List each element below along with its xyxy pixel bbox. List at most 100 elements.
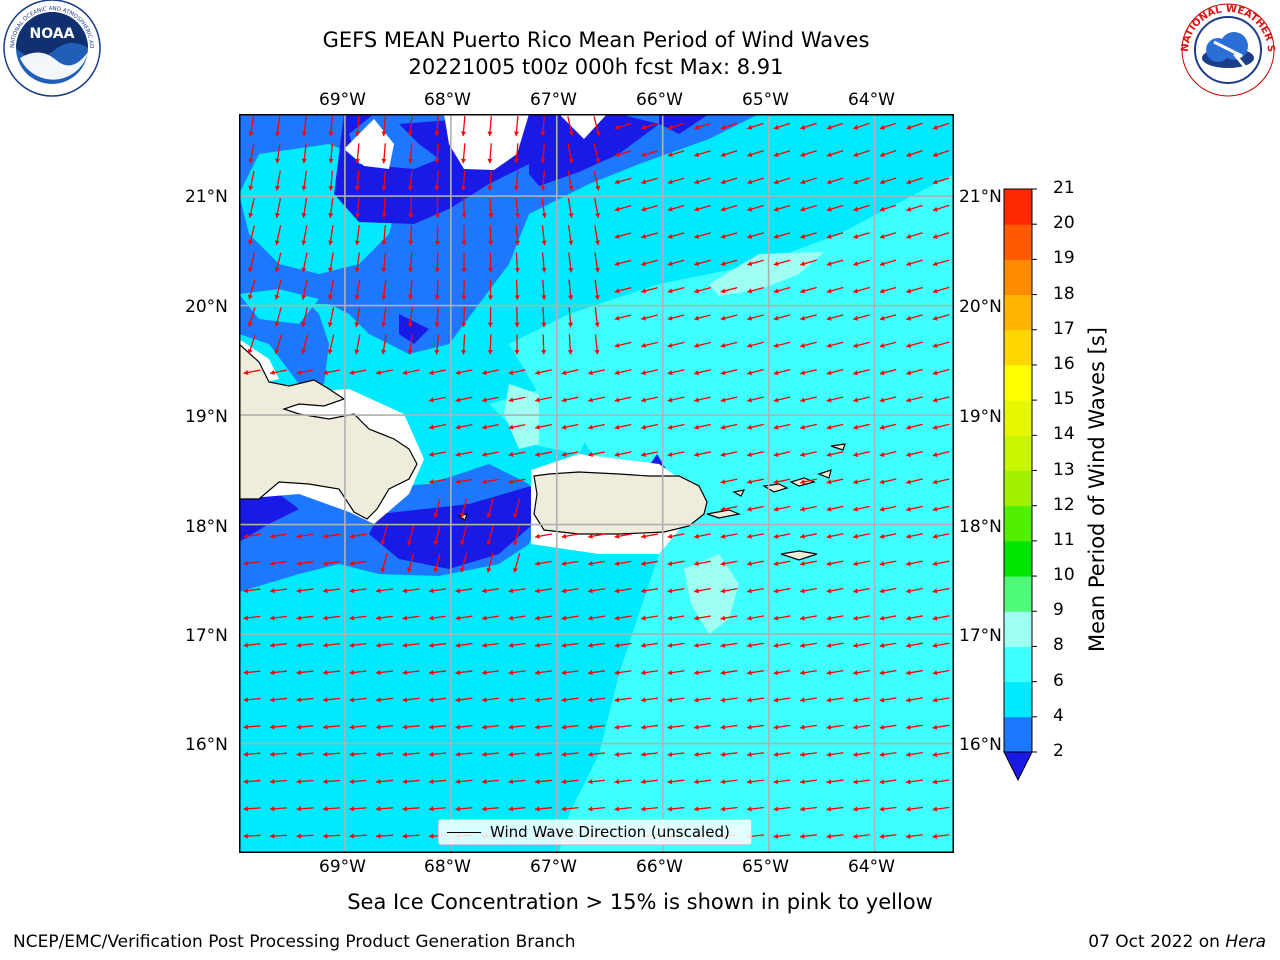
wind-wave-arrowhead (460, 186, 467, 191)
wind-wave-arrowhead (932, 179, 938, 185)
lat-label-right: 21°N (959, 187, 1002, 207)
wind-wave-arrowhead (354, 240, 360, 246)
wind-wave-arrowhead (561, 370, 567, 376)
wind-wave-arrowhead (641, 315, 647, 321)
wind-wave-arrowhead (535, 724, 540, 730)
wind-wave-arrowhead (482, 669, 487, 676)
wind-wave-arrowhead (906, 533, 911, 539)
wind-wave-arrowhead (720, 670, 726, 676)
wind-wave-arrowhead (514, 295, 520, 300)
wind-wave-arrowhead (720, 697, 726, 703)
wind-wave-arrowhead (402, 615, 408, 621)
wind-wave-arrowhead (482, 697, 487, 703)
wind-wave-arrowhead (243, 615, 249, 621)
wind-wave-arrowhead (614, 615, 620, 621)
wind-wave-arrowhead (327, 349, 333, 355)
wind-wave-arrowhead (747, 615, 752, 621)
colorbar-tick-label: 9 (1053, 600, 1064, 621)
wind-wave-arrowhead (270, 669, 275, 676)
noaa-logo: NOAA NATIONAL OCEANIC AND ATMOSPHERIC AD… (0, 0, 104, 104)
wind-wave-arrowhead (879, 615, 885, 621)
wind-wave-arrowhead (376, 806, 381, 812)
wind-wave-arrowhead (720, 370, 726, 376)
wind-wave-arrowhead (323, 697, 328, 703)
wind-wave-arrowhead (487, 295, 494, 300)
wind-wave-arrowhead (514, 213, 521, 218)
wind-wave-arrowhead (773, 806, 779, 812)
wind-wave-arrowhead (641, 751, 646, 757)
wind-wave-arrowhead (488, 240, 494, 246)
wind-wave-arrowhead (614, 451, 620, 457)
wind-wave-arrowhead (879, 561, 885, 567)
wind-wave-arrowhead (641, 561, 646, 567)
wind-wave-arrowhead (879, 697, 885, 703)
wind-wave-arrowhead (747, 806, 752, 812)
wind-wave-arrowhead (853, 288, 859, 294)
wind-wave-arrowhead (535, 806, 540, 812)
wind-wave-arrowhead (594, 240, 601, 246)
wind-wave-arrowhead (561, 642, 567, 648)
wind-wave-arrowhead (349, 642, 355, 648)
colorbar-tick-label: 21 (1053, 178, 1075, 198)
wind-wave-arrowhead (667, 451, 673, 457)
wind-wave-arrowhead (567, 322, 574, 328)
wind-wave-arrowhead (301, 185, 307, 191)
wind-wave-arrowhead (614, 342, 620, 348)
wind-wave-arrowhead (376, 370, 381, 376)
wind-wave-arrowhead (879, 233, 885, 239)
wind-wave-arrowhead (455, 751, 461, 757)
wind-wave-arrowhead (853, 724, 858, 730)
wind-wave-arrowhead (826, 397, 832, 403)
wind-wave-arrowhead (402, 833, 407, 839)
wind-wave-arrowhead (853, 397, 859, 403)
wind-wave-arrowhead (402, 669, 408, 676)
wind-wave-arrowhead (614, 424, 620, 430)
wind-wave-arrowhead (826, 124, 832, 130)
wind-wave-arrowhead (455, 451, 461, 457)
wind-wave-arrowhead (932, 506, 938, 512)
wind-wave-arrowhead (588, 751, 593, 757)
wind-wave-arrowhead (853, 642, 858, 648)
wind-wave-arrowhead (296, 560, 302, 566)
wind-wave-arrowhead (932, 397, 938, 403)
wind-wave-arrowhead (486, 540, 492, 546)
wind-wave-arrowhead (487, 322, 494, 328)
wind-wave-arrowhead (614, 533, 620, 539)
wind-wave-arrowhead (243, 669, 249, 676)
wind-wave-arrowhead (853, 479, 858, 485)
wind-wave-arrowhead (826, 751, 832, 758)
map-frame (239, 114, 954, 853)
wind-wave-arrowhead (800, 751, 805, 758)
wind-wave-arrowhead (826, 370, 832, 376)
wind-wave-arrowhead (720, 206, 726, 212)
wind-wave-arrowhead (460, 158, 467, 164)
wind-wave-arrowhead (408, 268, 414, 273)
wind-wave-arrowhead (747, 670, 752, 676)
wind-wave-arrowhead (879, 806, 885, 812)
wind-wave-arrowhead (301, 267, 307, 273)
wind-wave-arrowhead (541, 350, 547, 355)
wind-wave-arrowhead (296, 588, 302, 594)
lon-label-bottom: 64°W (848, 857, 895, 877)
wind-wave-arrowhead (694, 615, 699, 621)
colorbar-segment (1004, 329, 1032, 366)
period-under-2-region (239, 494, 299, 542)
wind-wave-arrowhead (381, 295, 387, 300)
wind-wave-arrowhead (826, 315, 832, 321)
wind-wave-arrowhead (296, 778, 302, 785)
wind-wave-arrowhead (826, 779, 832, 785)
wind-wave-arrowhead (614, 370, 620, 376)
wind-wave-arrowhead (274, 267, 280, 273)
wind-wave-arrowhead (773, 670, 779, 676)
wind-wave-arrowhead (879, 370, 885, 376)
wind-wave-arrowhead (301, 322, 307, 327)
wind-wave-arrowhead (455, 697, 461, 703)
wind-wave-arrowhead (694, 152, 700, 158)
wind-wave-arrowhead (323, 751, 328, 757)
colorbar-tick-label: 2 (1053, 741, 1064, 761)
wind-wave-arrowhead (747, 179, 753, 185)
wind-wave-arrowhead (826, 588, 832, 594)
wind-wave-arrowhead (641, 588, 646, 594)
wind-wave-arrowhead (720, 724, 726, 730)
wind-wave-arrowhead (514, 268, 520, 273)
